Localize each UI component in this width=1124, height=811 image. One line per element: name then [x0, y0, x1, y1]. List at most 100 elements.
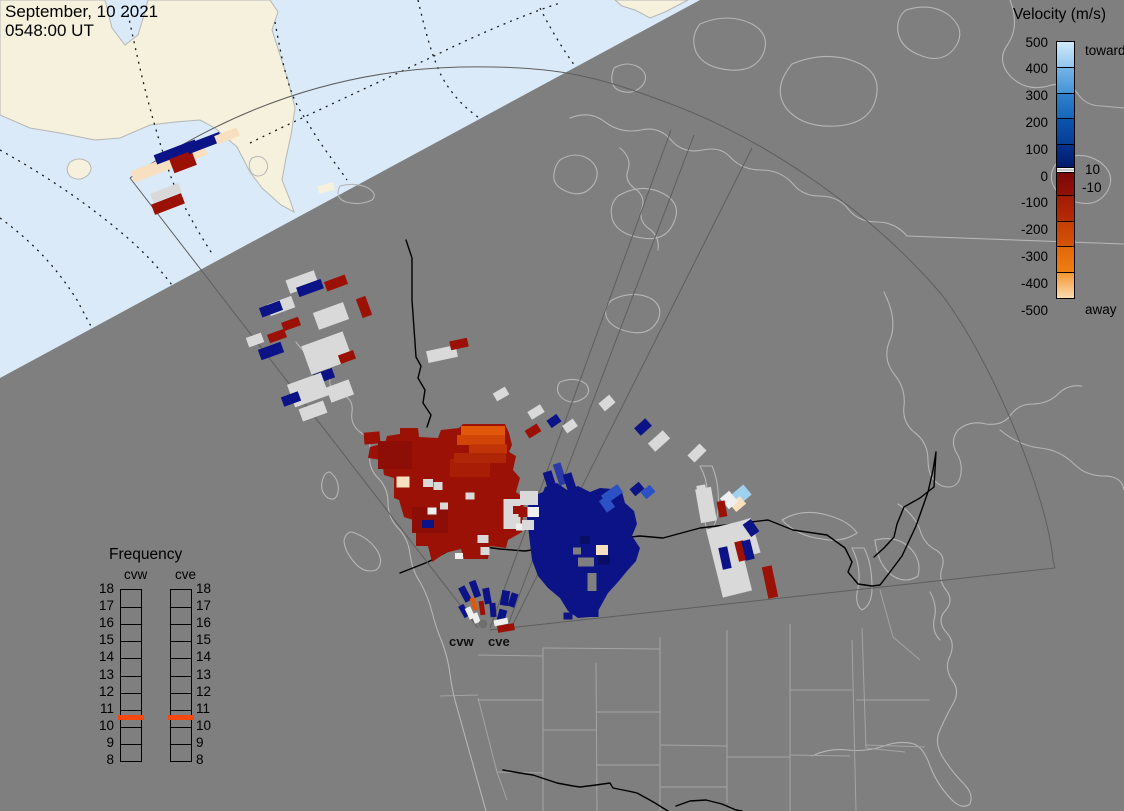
velocity-cell: [296, 278, 324, 298]
frequency-bar-tick: [171, 692, 191, 694]
velocity-cell: [499, 589, 511, 607]
velocity-cell: [478, 600, 486, 616]
velocity-cell: [516, 523, 524, 531]
frequency-bar-tick: [121, 692, 141, 694]
frequency-bar-tick: [171, 641, 191, 643]
velocity-cell: [461, 426, 505, 436]
velocity-cell: [423, 479, 433, 487]
dayside-land-group: [0, 0, 689, 214]
velocity-cell: [718, 546, 732, 570]
frequency-bar-tick: [121, 624, 141, 626]
colorbar-segment: [1056, 144, 1075, 168]
velocity-cell: [363, 431, 381, 445]
velocity-cell: [458, 603, 470, 619]
velocity-cell: [542, 470, 560, 498]
velocity-tick-label: 200: [1025, 114, 1048, 130]
velocity-cell: [457, 435, 505, 445]
frequency-scale-label: 12: [98, 683, 114, 699]
frequency-scale-label: 10: [98, 717, 114, 733]
velocity-tick-label: -300: [1020, 248, 1048, 264]
frequency-scale-label: 18: [98, 581, 114, 596]
frequency-bar-tick: [121, 709, 141, 711]
velocity-cell: [312, 302, 350, 330]
colorbar-segment: [1056, 194, 1075, 222]
frequency-bar-cve: [168, 589, 194, 762]
velocity-tick-label: -400: [1020, 275, 1048, 291]
velocity-cell: [629, 481, 645, 497]
velocity-cell: [761, 565, 779, 599]
frequency-scale-label: 13: [98, 666, 114, 682]
velocity-cell: [426, 345, 458, 363]
velocity-cell: [337, 350, 357, 364]
velocity-cell: [598, 495, 616, 513]
velocity-cell: [469, 597, 479, 611]
velocity-cell: [450, 459, 490, 477]
velocity-cell: [185, 131, 223, 155]
velocity-cell: [317, 182, 335, 194]
velocity-cell: [493, 617, 509, 627]
frequency-legend-title: Frequency: [109, 546, 183, 563]
velocity-legend: Velocity (m/s) 500 400 300 200 100 0 -100 -200 -…: [0, 0, 1124, 330]
velocity-cell: [480, 547, 490, 555]
frequency-scale-label: 8: [106, 752, 114, 767]
velocity-cell: [598, 555, 610, 565]
island-small-1: [66, 158, 92, 180]
pos-threshold-label: 10: [1085, 162, 1101, 177]
velocity-cell: [422, 520, 434, 528]
velocity-cell: [527, 404, 545, 420]
frequency-marker-cve: [168, 714, 194, 720]
velocity-cell: [589, 609, 599, 617]
colorbar-segment: [1056, 41, 1075, 68]
velocity-cell: [258, 300, 284, 318]
velocity-cell: [378, 441, 412, 469]
velocity-cell: [214, 127, 240, 145]
frequency-scale-label: 11: [196, 700, 211, 716]
velocity-cell: [449, 337, 469, 351]
velocity-cell: [741, 539, 755, 561]
frequency-scale-label: 15: [98, 632, 114, 648]
velocity-cell: [455, 553, 463, 559]
frequency-scale-label: 17: [196, 598, 212, 614]
velocity-cell: [325, 379, 355, 403]
velocity-cell: [742, 518, 760, 538]
frequency-marker-cvw: [118, 714, 144, 720]
frequency-scale-label: 9: [196, 734, 204, 750]
velocity-cell: [454, 453, 506, 463]
frequency-bar-tick: [171, 709, 191, 711]
frequency-bar-tick: [121, 743, 141, 745]
velocity-cell: [468, 579, 482, 599]
velocity-cell: [522, 520, 534, 530]
landmass-alaska-tip: [613, 0, 689, 19]
colorbar-segment: [1056, 66, 1075, 94]
velocity-tick-label: 500: [1025, 34, 1048, 50]
colorbar-segment: [1056, 118, 1075, 146]
frequency-scale-label: 15: [196, 632, 212, 648]
frequency-legend: Frequency cvw cve 8 9 10 11 12 13 14 15 16 17 18 8 9…: [85, 543, 245, 778]
velocity-cell: [469, 444, 507, 454]
velocity-cell: [520, 491, 538, 505]
velocity-cell: [489, 602, 497, 618]
velocity-cell: [525, 507, 539, 517]
frequency-bar-tick: [171, 624, 191, 626]
velocity-cell: [482, 587, 492, 605]
velocity-tick-label: -500: [1020, 302, 1048, 318]
velocity-cell: [729, 495, 747, 513]
colorbar-segment: [1056, 171, 1075, 196]
velocity-tick-label: 300: [1025, 88, 1048, 104]
velocity-colorbar: [1056, 41, 1075, 299]
frequency-bar-tick: [171, 607, 191, 609]
frequency-bar-tick: [121, 658, 141, 660]
velocity-cell: [267, 328, 287, 344]
colorbar-segment: [1056, 246, 1075, 274]
velocity-cell: [647, 430, 671, 452]
velocity-cell: [640, 484, 656, 500]
frequency-scale-label: 17: [98, 598, 114, 614]
velocity-cell: [587, 573, 597, 591]
frequency-scale-label: 11: [99, 700, 114, 716]
velocity-cell: [580, 536, 590, 544]
velocity-cell: [355, 295, 373, 319]
frequency-bar-tick: [171, 726, 191, 728]
island-small-2: [248, 156, 269, 177]
velocity-cell: [465, 492, 475, 500]
